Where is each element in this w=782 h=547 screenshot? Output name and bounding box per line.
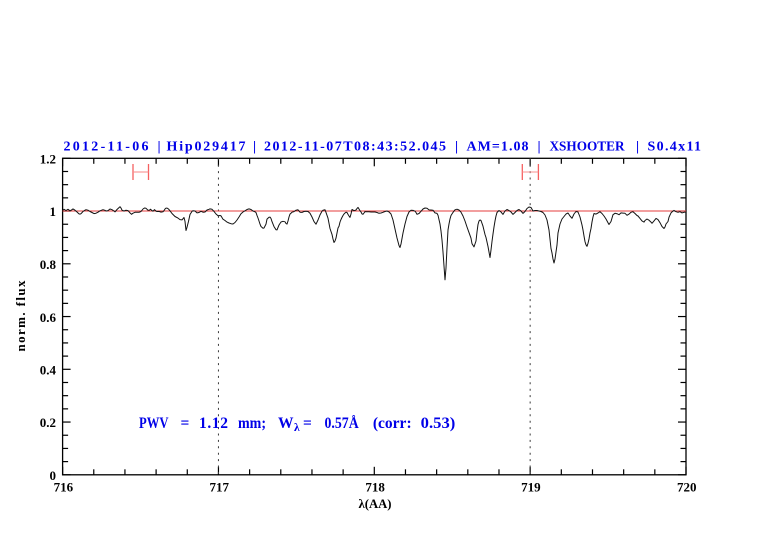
svg-text:1: 1 (50, 204, 57, 219)
svg-text:716: 716 (54, 480, 74, 495)
svg-text:1.12: 1.12 (199, 415, 228, 432)
svg-text:|: | (455, 139, 458, 154)
svg-text:W: W (278, 415, 294, 432)
svg-text:0.57Å: 0.57Å (325, 415, 360, 432)
svg-text:1.2: 1.2 (40, 152, 56, 167)
svg-text:norm. flux: norm. flux (13, 280, 28, 352)
svg-text:|: | (158, 139, 161, 154)
svg-text:0.53): 0.53) (421, 415, 456, 432)
svg-text:Hip029417: Hip029417 (167, 139, 246, 154)
svg-text:(corr:: (corr: (373, 415, 412, 432)
svg-text:719: 719 (521, 480, 541, 495)
svg-text:=: = (181, 415, 190, 432)
svg-text:|: | (636, 139, 639, 154)
svg-text:PWV: PWV (139, 415, 169, 432)
svg-text:717: 717 (209, 480, 229, 495)
svg-text:mm;: mm; (238, 415, 266, 432)
svg-text:|: | (253, 139, 256, 154)
svg-text:AM=1.08: AM=1.08 (467, 139, 529, 154)
svg-text:2012-11-07T08:43:52.045: 2012-11-07T08:43:52.045 (264, 139, 446, 154)
svg-text:XSHOOTER: XSHOOTER (550, 139, 626, 154)
svg-text:0.6: 0.6 (40, 310, 57, 325)
svg-text:S0.4x11: S0.4x11 (648, 139, 702, 154)
svg-text:λ: λ (294, 422, 300, 434)
svg-text:718: 718 (365, 480, 385, 495)
svg-text:=: = (303, 415, 312, 432)
svg-text:λ(AA): λ(AA) (359, 496, 392, 511)
svg-text:720: 720 (677, 480, 697, 495)
svg-text:0.8: 0.8 (40, 257, 57, 272)
svg-text:0: 0 (50, 468, 57, 483)
svg-text:|: | (538, 139, 541, 154)
svg-text:0.2: 0.2 (40, 415, 56, 430)
svg-text:0.4: 0.4 (40, 363, 57, 378)
